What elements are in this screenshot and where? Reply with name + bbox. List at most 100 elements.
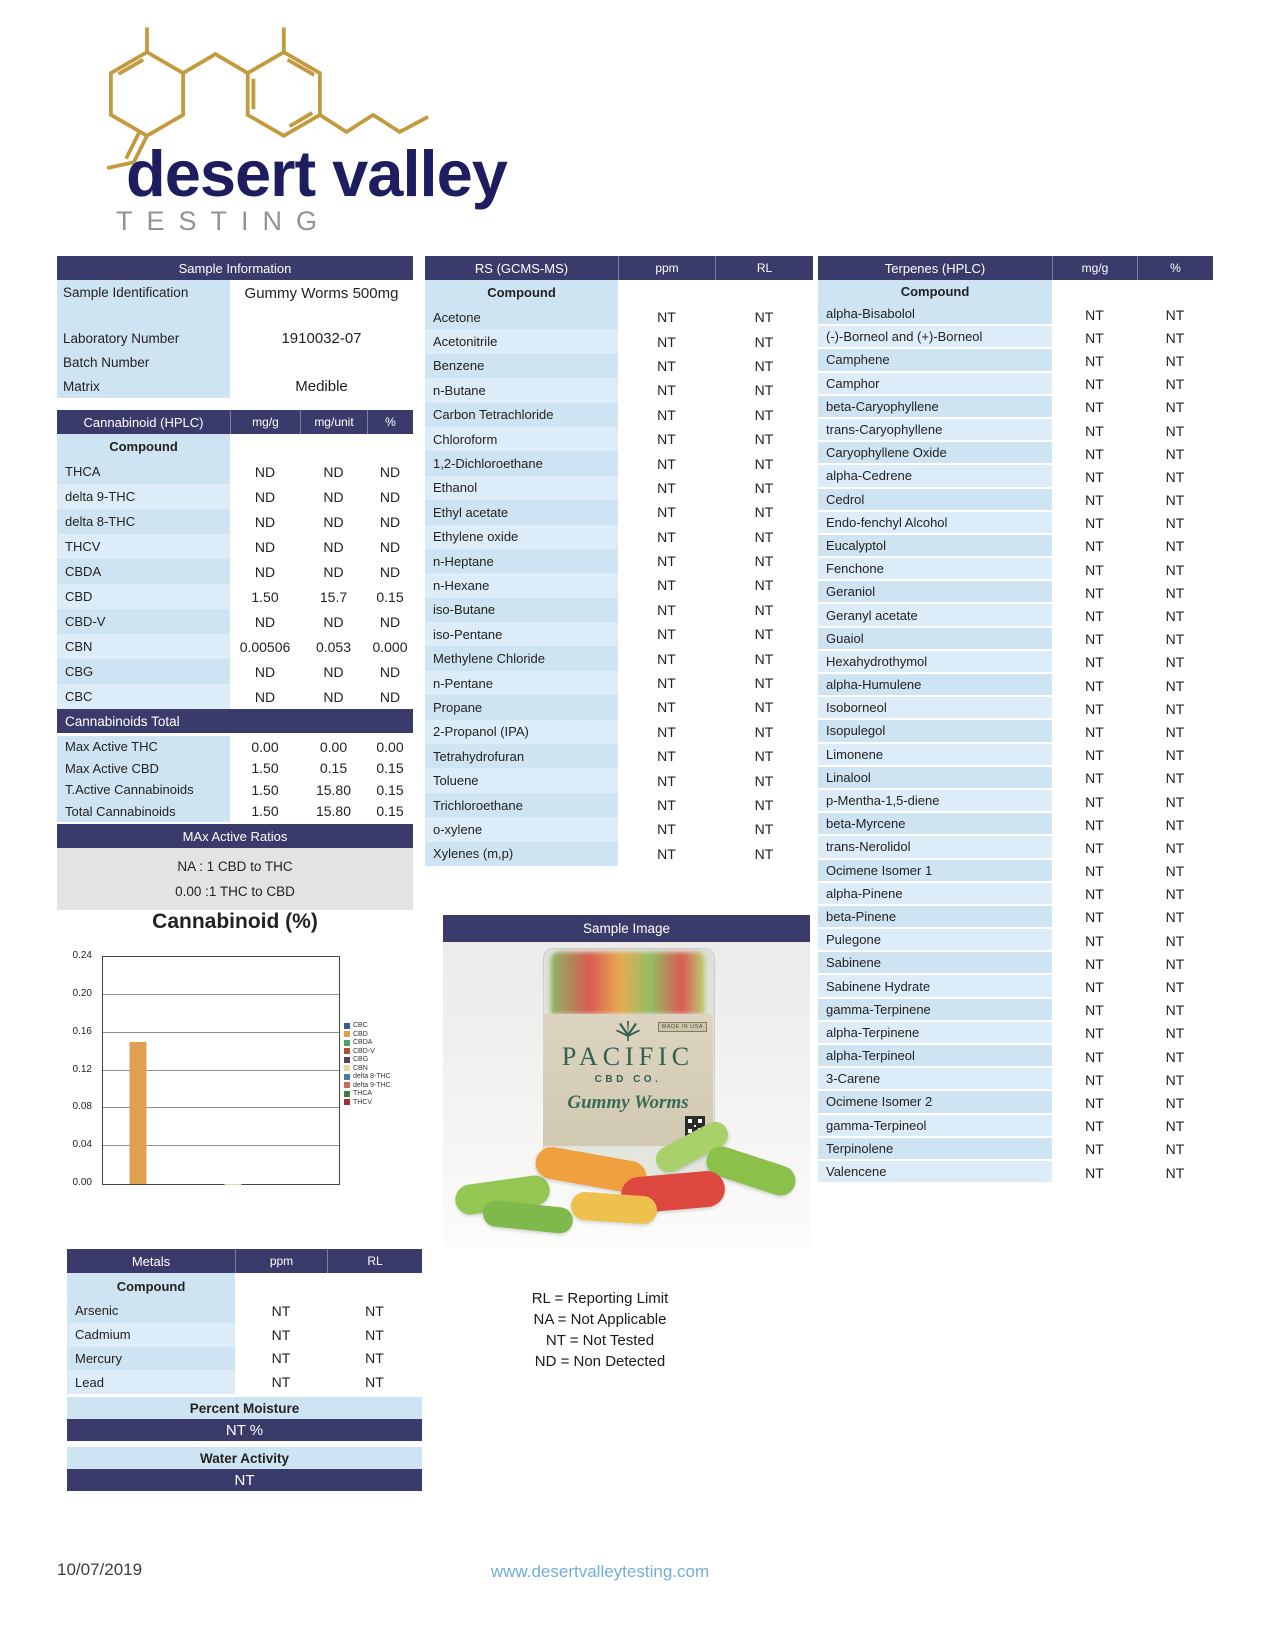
legend-swatch [344, 1082, 350, 1088]
value-percent: NT [1165, 955, 1185, 972]
compound-name: Valencene [818, 1160, 1052, 1185]
table-row: beta-Pinene NT NT [818, 905, 1213, 930]
legend-label: CBD-V [353, 1047, 375, 1055]
value-percent: ND [379, 513, 401, 530]
value-percent: NT [1165, 515, 1185, 532]
value-rl: NT [754, 601, 774, 618]
legend-item: THCA [344, 1090, 424, 1097]
table-row: Linalool NT NT [818, 766, 1213, 790]
value-mg-g: NT [1085, 1048, 1104, 1065]
legend-swatch [344, 1073, 350, 1080]
value-ppm: NT [657, 577, 676, 594]
table-row: Mercury NT NT [67, 1346, 422, 1371]
compound-name: Cedrol [818, 488, 1052, 512]
max-active-ratios-box: NA : 1 CBD to THC 0.00 :1 THC to CBD [57, 848, 413, 910]
compound-name: alpha-Pinene [818, 882, 1052, 906]
column-header: RL [327, 1249, 422, 1273]
compound-name: Acetonitrile [425, 329, 618, 354]
value-ppm: NT [657, 845, 676, 862]
value-mg-unit: 0.00 [319, 738, 348, 755]
table-row: Fenchone NT NT [818, 558, 1213, 582]
compound-name: trans-Nerolidol [818, 836, 1052, 860]
value-mg-g: ND [254, 488, 276, 505]
table-row: n-Butane NT NT [425, 378, 813, 403]
max-active-ratios-header: MAx Active Ratios [57, 824, 413, 848]
terpenes-table-header: Terpenes (HPLC) mg/g % [818, 256, 1213, 280]
table-row: Laboratory Number 1910032-07 [57, 326, 413, 350]
table-row: alpha-Pinene NT NT [818, 882, 1213, 906]
value-mg-g: NT [1085, 723, 1104, 740]
value-percent: 0.000 [372, 638, 408, 655]
table-row: Ethyl acetate NT NT [425, 500, 813, 525]
table-title: Terpenes (HPLC) [884, 260, 986, 276]
value-percent: NT [1165, 468, 1185, 485]
value-rl: NT [754, 772, 774, 789]
table-row: CBG ND ND ND [57, 659, 413, 684]
value-ppm: NT [657, 406, 676, 423]
compound-name: Geranyl acetate [818, 604, 1052, 628]
value-mg-g: NT [1085, 654, 1104, 671]
value-mg-g: 1.50 [251, 588, 279, 605]
table-row: trans-Nerolidol NT NT [818, 836, 1213, 860]
value-mg-g: NT [1085, 631, 1104, 648]
gridline [103, 1145, 339, 1147]
value-ppm: NT [657, 504, 676, 521]
table-row: CBC ND ND ND [57, 684, 413, 709]
value-percent: NT [1165, 306, 1185, 323]
made-in-usa-badge: MADE IN USA [657, 1022, 707, 1032]
compound-name: Camphor [818, 372, 1052, 396]
value-percent: NT [1165, 492, 1185, 509]
total-label: Max Active THC [57, 736, 230, 758]
table-row: Isoborneol NT NT [818, 697, 1213, 721]
compound-name: Ethanol [425, 475, 618, 501]
table-row: Benzene NT NT [425, 353, 813, 379]
compound-name: Cadmium [67, 1322, 235, 1347]
value-rl: NT [754, 357, 774, 374]
legend-label: delta 9-THC [353, 1081, 391, 1089]
compound-name: Methylene Chloride [425, 646, 618, 671]
jar-brand-text: PACIFIC [561, 1042, 695, 1071]
value-percent: NT [1165, 1002, 1185, 1019]
table-row: 3-Carene NT NT [818, 1068, 1213, 1092]
table-row: Carbon Tetrachloride NT NT [425, 402, 813, 427]
table-title: Cannabinoid (HPLC) [83, 414, 204, 430]
value-ppm: NT [657, 382, 676, 399]
legend-item: CBD-V [344, 1048, 424, 1055]
compound-name: CBD [57, 584, 230, 609]
value-rl: NT [754, 675, 774, 692]
compound-name: gamma-Terpinene [818, 998, 1052, 1022]
field-value: Medible [295, 377, 348, 395]
compound-name: n-Heptane [425, 548, 618, 574]
value-ppm: NT [657, 650, 676, 667]
table-row: CBDA ND ND ND [57, 559, 413, 584]
table-row: alpha-Humulene NT NT [818, 674, 1213, 698]
value-mg-g: ND [254, 613, 276, 630]
table-row: Cedrol NT NT [818, 488, 1213, 512]
field-value: 1910032-07 [281, 329, 362, 347]
compound-name: delta 8-THC [57, 509, 230, 534]
value-mg-g: NT [1085, 1164, 1104, 1181]
value-mg-unit: ND [323, 563, 344, 580]
table-row: CBD-V ND ND ND [57, 609, 413, 634]
value-ppm: NT [657, 797, 676, 813]
value-mg-g: NT [1085, 816, 1104, 833]
table-row: Trichloroethane NT NT [425, 792, 813, 818]
value-rl: NT [754, 821, 774, 838]
chart-title: Cannabinoid (%) [152, 910, 318, 933]
table-row: n-Hexane NT NT [425, 573, 813, 598]
table-row: THCV ND ND ND [57, 534, 413, 559]
compound-name: Benzene [425, 353, 618, 379]
compound-name: Tetrahydrofuran [425, 744, 618, 769]
cannabinoids-total-header: Cannabinoids Total [57, 709, 413, 733]
value-mg-unit: 15.7 [319, 588, 348, 605]
table-row: n-Heptane NT NT [425, 548, 813, 574]
abbreviation-notes: RL = Reporting Limit NA = Not Applicable N… [450, 1288, 750, 1372]
value-rl: NT [754, 528, 774, 545]
value-mg-g: NT [1085, 979, 1104, 996]
table-row: Camphor NT NT [818, 372, 1213, 396]
website-link[interactable]: www.desertvalleytesting.com [490, 1562, 710, 1581]
value-rl: NT [754, 553, 774, 570]
legend-swatch [344, 1065, 350, 1071]
value-percent: NT [1165, 770, 1185, 787]
value-ppm: NT [657, 748, 676, 765]
